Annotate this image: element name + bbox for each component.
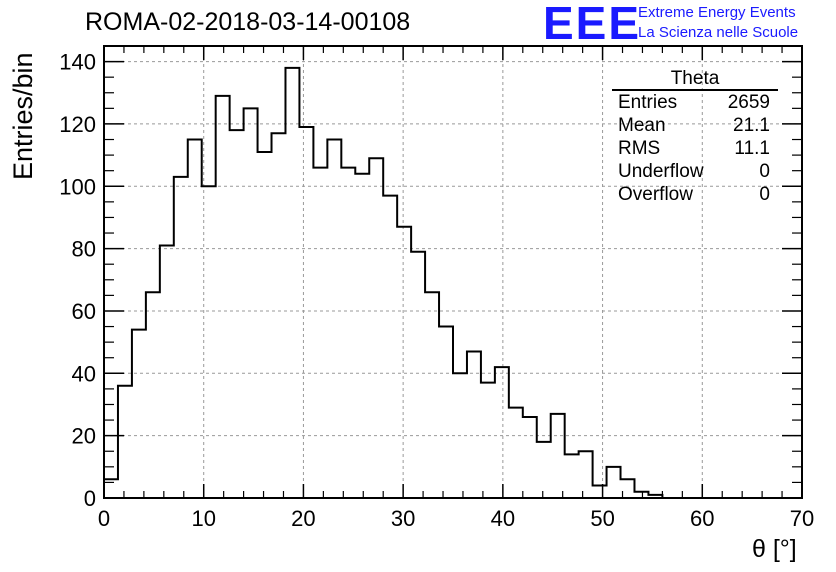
eee-logo: EEE xyxy=(543,0,642,49)
x-tick-label: 30 xyxy=(391,506,415,531)
stats-box: Theta Entries 2659 Mean 21.1 RMS 11.1 Un… xyxy=(612,68,778,206)
x-tick-label: 40 xyxy=(491,506,515,531)
stats-label: RMS xyxy=(618,138,661,159)
y-tick-label: 40 xyxy=(72,361,96,386)
y-tick-label: 60 xyxy=(72,299,96,324)
x-axis-label: θ [°] xyxy=(752,535,797,563)
stats-row-rms: RMS 11.1 xyxy=(612,137,778,160)
y-axis-label: Entries/bin xyxy=(8,52,38,180)
stats-value: 11.1 xyxy=(734,138,770,159)
y-tick-label: 80 xyxy=(72,237,96,262)
stats-row-mean: Mean 21.1 xyxy=(612,114,778,137)
x-tick-label: 0 xyxy=(98,506,110,531)
eee-logo-line1: Extreme Energy Events xyxy=(638,4,796,21)
y-tick-label: 100 xyxy=(59,174,96,199)
stats-row-overflow: Overflow 0 xyxy=(612,183,778,206)
stats-label: Entries xyxy=(618,92,678,113)
eee-logo-line2: La Scienza nelle Scuole xyxy=(638,24,799,41)
x-tick-label: 60 xyxy=(690,506,714,531)
stats-row-entries: Entries 2659 xyxy=(612,91,778,114)
histogram-series-line xyxy=(103,66,664,498)
stats-value: 2659 xyxy=(727,92,770,113)
y-tick-label: 140 xyxy=(59,50,96,75)
stats-label: Overflow xyxy=(618,184,693,205)
chart-title: ROMA-02-2018-03-14-00108 xyxy=(85,8,411,36)
stats-label: Underflow xyxy=(618,161,704,182)
stats-row-underflow: Underflow 0 xyxy=(612,160,778,183)
tick-labels: 0 10 20 30 40 50 60 70 0 20 40 60 80 100 120 140 xyxy=(59,50,814,531)
y-tick-label: 120 xyxy=(59,112,96,137)
y-tick-label: 0 xyxy=(84,486,96,511)
x-tick-label: 10 xyxy=(191,506,215,531)
stats-title: Theta xyxy=(612,68,778,91)
x-tick-label: 20 xyxy=(291,506,315,531)
stats-value: 0 xyxy=(759,184,770,205)
stats-value: 0 xyxy=(759,161,770,182)
stats-label: Mean xyxy=(618,115,666,136)
y-tick-label: 20 xyxy=(72,424,96,449)
stats-value: 21.1 xyxy=(733,115,770,136)
x-tick-label: 50 xyxy=(590,506,614,531)
plot-frame xyxy=(103,45,803,499)
x-tick-label: 70 xyxy=(790,506,814,531)
